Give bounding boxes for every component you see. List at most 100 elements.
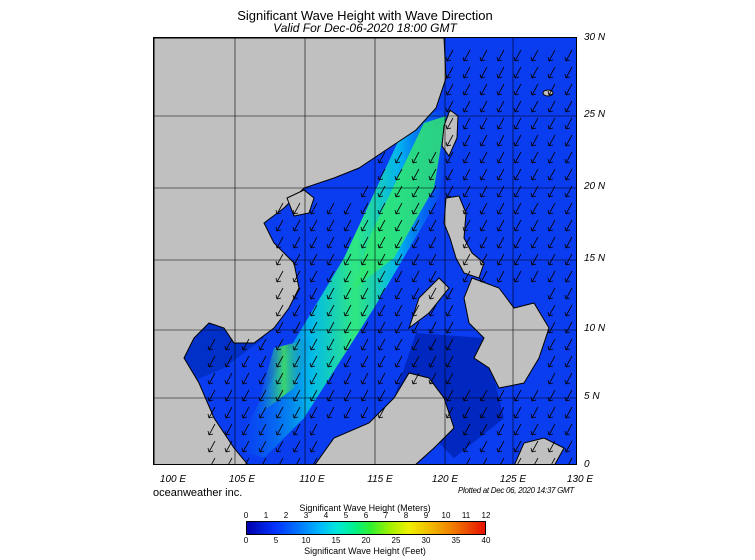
wave-arrow bbox=[258, 338, 267, 351]
wave-arrow bbox=[275, 321, 284, 334]
wave-arrow bbox=[530, 440, 539, 453]
wave-arrow bbox=[428, 253, 437, 266]
wave-arrow bbox=[428, 270, 437, 283]
wave-arrow bbox=[326, 253, 335, 266]
wave-arrow bbox=[275, 304, 284, 317]
wave-arrow bbox=[313, 457, 318, 464]
wave-arrow bbox=[462, 253, 471, 266]
wave-arrow bbox=[275, 355, 284, 368]
wave-arrow bbox=[445, 185, 454, 198]
wave-arrow bbox=[377, 372, 386, 385]
wave-arrow bbox=[394, 151, 403, 164]
wave-arrow bbox=[513, 100, 522, 113]
wave-arrow bbox=[496, 66, 505, 79]
wave-arrow bbox=[411, 236, 420, 249]
wave-arrow bbox=[479, 49, 488, 62]
wave-arrow bbox=[224, 440, 233, 453]
wave-arrow bbox=[377, 338, 386, 351]
wave-arrow bbox=[564, 304, 573, 317]
wave-arrow bbox=[445, 117, 454, 130]
wave-arrow bbox=[479, 236, 488, 249]
colorbar-meter-tick: 2 bbox=[283, 511, 289, 520]
wave-arrow bbox=[496, 270, 505, 283]
wave-arrow bbox=[275, 423, 284, 436]
wave-arrow bbox=[326, 338, 335, 351]
wave-arrow bbox=[377, 304, 386, 317]
wave-arrow bbox=[292, 304, 301, 317]
wave-arrow bbox=[547, 168, 556, 181]
wave-arrow bbox=[326, 406, 335, 419]
wave-arrow bbox=[496, 168, 505, 181]
wave-arrow bbox=[228, 457, 233, 464]
colorbar-title-feet: Significant Wave Height (Feet) bbox=[304, 546, 426, 556]
wave-arrow bbox=[411, 304, 420, 317]
wave-arrow bbox=[547, 253, 556, 266]
wave-arrow bbox=[275, 202, 284, 215]
wave-arrow bbox=[483, 457, 488, 464]
wave-arrow bbox=[564, 202, 573, 215]
lon-label-120e: 120 E bbox=[431, 474, 459, 485]
wave-arrow bbox=[428, 287, 437, 300]
wave-arrow bbox=[411, 270, 420, 283]
wave-arrow bbox=[547, 321, 556, 334]
wave-arrow bbox=[564, 236, 573, 249]
colorbar-feet-tick: 35 bbox=[451, 536, 461, 545]
wave-arrow bbox=[394, 372, 403, 385]
map-svg bbox=[154, 38, 576, 464]
wave-arrow bbox=[309, 389, 318, 402]
wave-arrow bbox=[309, 355, 318, 368]
wave-arrow bbox=[309, 338, 318, 351]
wave-arrow bbox=[411, 151, 420, 164]
wave-arrow bbox=[241, 355, 250, 368]
wave-arrow bbox=[207, 406, 216, 419]
wave-arrow bbox=[445, 406, 454, 419]
wave-arrow bbox=[513, 134, 522, 147]
lat-lon-grid bbox=[154, 38, 576, 464]
wave-arrow bbox=[258, 406, 267, 419]
wave-arrow bbox=[309, 372, 318, 385]
borneo-island bbox=[314, 372, 455, 464]
wave-arrow bbox=[513, 117, 522, 130]
wave-arrow bbox=[530, 134, 539, 147]
visayas-mindanao bbox=[463, 277, 550, 389]
wave-arrow bbox=[479, 202, 488, 215]
wave-arrow bbox=[513, 236, 522, 249]
wave-arrow bbox=[360, 338, 369, 351]
wave-arrow bbox=[500, 457, 505, 464]
wave-height-colorbar bbox=[246, 521, 486, 535]
wave-arrow bbox=[445, 151, 454, 164]
wave-arrow bbox=[292, 236, 301, 249]
wave-arrow bbox=[547, 270, 556, 283]
wave-arrow bbox=[309, 423, 318, 436]
wave-arrow bbox=[411, 202, 420, 215]
wave-arrow bbox=[326, 202, 335, 215]
wave-arrow bbox=[445, 338, 454, 351]
wave-arrow bbox=[547, 236, 556, 249]
wave-direction-arrows bbox=[207, 49, 573, 464]
wave-arrow bbox=[224, 389, 233, 402]
colorbar-feet-tick: 20 bbox=[361, 536, 371, 545]
wave-arrow bbox=[309, 406, 318, 419]
peak-wave-zone bbox=[354, 116, 446, 288]
wave-arrow bbox=[513, 83, 522, 96]
wave-arrow bbox=[292, 253, 301, 266]
wave-arrow bbox=[496, 253, 505, 266]
wave-arrow bbox=[394, 321, 403, 334]
wave-arrow bbox=[258, 389, 267, 402]
wave-arrow bbox=[360, 253, 369, 266]
wave-arrow bbox=[564, 100, 573, 113]
lat-label-15n: 15 N bbox=[584, 253, 606, 264]
colorbar-meter-tick: 7 bbox=[383, 511, 389, 520]
colorbar-meter-ticks: 0 1 2 3 4 5 6 7 8 9 10 11 12 bbox=[238, 511, 494, 521]
wave-arrow bbox=[224, 372, 233, 385]
wave-arrow bbox=[462, 440, 471, 453]
wave-arrow bbox=[224, 338, 233, 351]
wave-arrow bbox=[309, 219, 318, 232]
wave-arrow bbox=[479, 406, 488, 419]
wave-arrow bbox=[258, 423, 267, 436]
wave-arrow bbox=[377, 287, 386, 300]
wave-arrow bbox=[564, 83, 573, 96]
colorbar-feet-tick: 25 bbox=[391, 536, 401, 545]
wave-arrow bbox=[394, 338, 403, 351]
wave-arrow bbox=[513, 202, 522, 215]
